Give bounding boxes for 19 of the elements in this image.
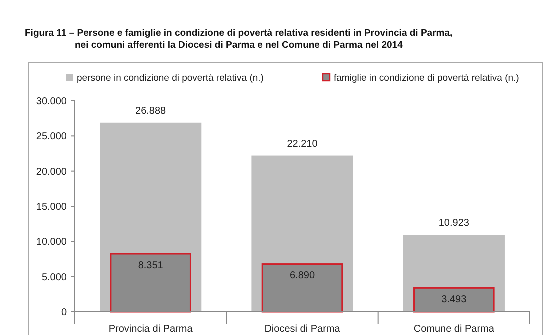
x-tick-label: Provincia di Parma [108, 324, 194, 335]
y-tick-label: 30.000 [36, 96, 68, 108]
legend-label: persone in condizione di povertà relativa (n.) [77, 73, 264, 84]
data-label: 10.923 [438, 218, 470, 230]
y-tick-label: 25.000 [36, 132, 68, 143]
data-label: 6.890 [290, 270, 316, 282]
y-tick-label: 20.000 [36, 166, 68, 178]
y-tick-label: 5.000 [42, 272, 68, 284]
legend-label: famiglie in condizione di povertà relativa (n.) [334, 73, 520, 84]
data-label: 22.210 [287, 138, 318, 150]
y-tick-label: 10.000 [36, 237, 68, 248]
y-tick-label: 15.000 [36, 202, 68, 213]
x-tick-label: Comune di Parma [414, 324, 495, 335]
x-tick-label: Diocesi di Parma [264, 324, 341, 335]
chart-title: Figura 11 – Persone e famiglie in condizione di povertà relativa residenti in Provincia di Parma, nei comuni afferenti la Diocesi di Parma e nel Comune di Parma nel 2014 [25, 28, 453, 51]
data-label: 8.351 [138, 260, 164, 272]
data-label: 3.493 [442, 294, 468, 306]
data-label: 26.888 [136, 106, 167, 117]
y-tick-label: 0 [61, 308, 68, 318]
